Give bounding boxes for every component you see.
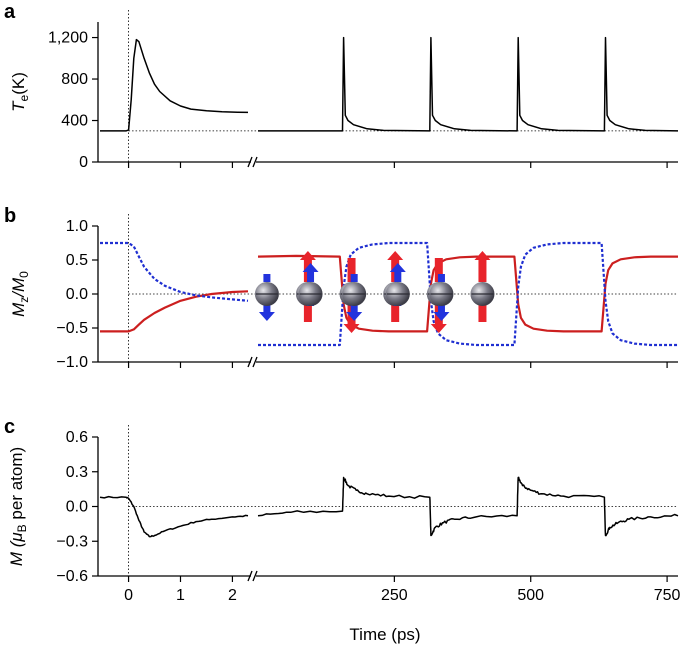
y-tick-label: 800 — [61, 71, 88, 88]
x-tick-labels: 0 1 2 250 500 750 — [124, 587, 680, 604]
panel-a: a 0 400 800 1,200 Te(K) — [4, 1, 679, 171]
blue-spin-arrow-icon — [258, 274, 275, 321]
axis-break-marker — [247, 156, 258, 168]
series-line-right — [257, 476, 679, 537]
y-axis-title: Mz/M0 — [9, 271, 31, 317]
y-tick-label: 0.0 — [66, 286, 88, 303]
blue-spin-arrow-icon — [346, 274, 363, 321]
axis-break-marker — [247, 570, 258, 582]
panel-label: c — [4, 416, 15, 438]
y-tick-label: 0.0 — [66, 499, 88, 516]
y-axis-title: M (μB per atom) — [7, 447, 29, 566]
series-line-right — [258, 241, 678, 347]
x-tick-label: 1 — [176, 587, 185, 604]
chart-panels: a 0 400 800 1,200 Te(K) b −1.0 −0.5 0.0 0.5 1.0 Mz/M… — [4, 1, 681, 604]
y-tick-label: 1,200 — [48, 30, 88, 47]
x-tick-label: 0 — [124, 587, 133, 604]
y-tick-label: 400 — [61, 113, 88, 130]
y-tick-label: 0.5 — [66, 252, 88, 269]
red-spin-arrow-icon — [474, 251, 491, 322]
y-tick-label: 0.6 — [66, 429, 88, 446]
x-tick-label: 750 — [654, 587, 681, 604]
x-tick-label: 500 — [517, 587, 544, 604]
x-tick-label: 250 — [381, 587, 408, 604]
panel-label: b — [4, 205, 16, 227]
spin-pair-icon — [429, 251, 495, 322]
y-axis-title: Te(K) — [9, 72, 31, 112]
axis-break-marker — [247, 356, 258, 368]
blue-spin-arrow-icon — [433, 274, 450, 321]
y-tick-label: −1.0 — [56, 354, 88, 371]
y-tick-label: −0.3 — [56, 533, 88, 550]
x-axis-title: Time (ps) — [349, 625, 420, 644]
x-tick-label: 2 — [228, 587, 237, 604]
series-line-left — [100, 38, 249, 132]
panel-b: b −1.0 −0.5 0.0 0.5 1.0 Mz/M0 — [4, 205, 678, 371]
y-tick-label: −0.6 — [56, 568, 88, 585]
series-line-left — [99, 495, 249, 538]
series-line-left — [100, 290, 249, 333]
panel-c: c −0.6 −0.3 0.0 0.3 0.6 M (μB per atom) — [4, 416, 679, 585]
y-tick-label: 0 — [79, 154, 88, 171]
y-tick-label: 1.0 — [66, 218, 88, 235]
panel-label: a — [4, 1, 16, 23]
y-tick-label: −0.5 — [56, 320, 88, 337]
series-line-right — [258, 36, 679, 132]
y-tick-label: 0.3 — [66, 464, 88, 481]
